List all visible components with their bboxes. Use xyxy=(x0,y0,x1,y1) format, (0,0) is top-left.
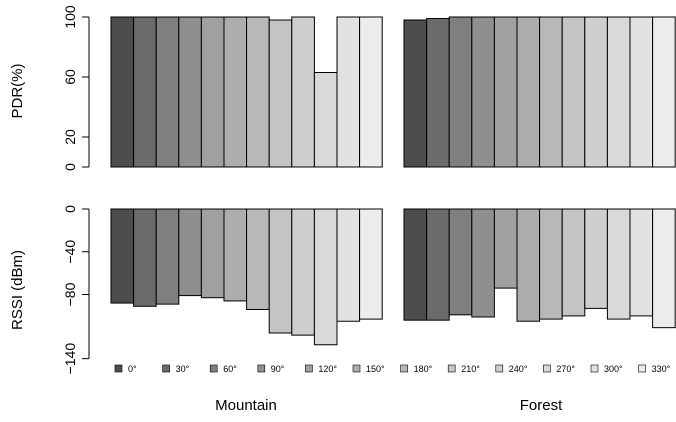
pdr-bar-mountain-10 xyxy=(336,16,361,168)
rssi-bar-forest-10 xyxy=(629,208,654,317)
legend-layer: 0° 30° 60° 90° 120° 150° 180° 210° 240° 270° 300° 3… xyxy=(114,364,671,374)
legend-label-8: 240° xyxy=(509,364,528,374)
rssi-bar-forest-9 xyxy=(606,208,631,320)
rssi-bar-mountain-7 xyxy=(268,208,293,334)
rssi-y-tick-label: −40 xyxy=(62,240,78,264)
pdr-bar-mountain-7 xyxy=(268,19,293,168)
legend-swatch-5 xyxy=(352,364,361,373)
pdr-bar-mountain-8 xyxy=(291,16,315,168)
legend-label-9: 270° xyxy=(556,364,575,374)
legend-swatch-7 xyxy=(447,364,456,373)
rssi-bar-forest-2 xyxy=(448,208,473,316)
pdr-bar-forest-11 xyxy=(652,16,676,168)
pdr-bar-mountain-11 xyxy=(359,16,383,168)
rssi-bar-mountain-2 xyxy=(155,208,180,305)
legend-swatch-8 xyxy=(495,364,504,373)
rssi-bar-mountain-9 xyxy=(313,208,338,346)
legend-label-5: 150° xyxy=(366,364,385,374)
rssi-bar-forest-1 xyxy=(426,208,450,321)
mountain-label: Mountain xyxy=(215,397,277,414)
legend-label-11: 330° xyxy=(652,364,671,374)
pdr-bar-forest-2 xyxy=(448,16,473,168)
rssi-bar-forest-4 xyxy=(493,208,518,289)
pdr-bar-forest-1 xyxy=(426,18,450,168)
rssi-y-tick-label: 0 xyxy=(62,205,78,213)
rssi-y-tick-label: −140 xyxy=(62,343,78,375)
pdr-bar-forest-8 xyxy=(584,16,608,168)
legend-label-3: 90° xyxy=(271,364,285,374)
rssi-bar-forest-5 xyxy=(516,208,541,322)
rssi-bar-forest-8 xyxy=(584,208,608,309)
legend-label-2: 60° xyxy=(223,364,237,374)
legend-swatch-10 xyxy=(590,364,599,373)
legend-swatch-3 xyxy=(257,364,266,373)
rssi-bar-mountain-8 xyxy=(291,208,315,336)
rssi-bar-forest-3 xyxy=(471,208,495,318)
rssi-bar-forest-7 xyxy=(561,208,586,317)
rssi-bar-mountain-10 xyxy=(336,208,361,322)
pdr-bar-forest-0 xyxy=(403,19,428,168)
pdr-bar-forest-5 xyxy=(516,16,541,168)
rssi-bar-forest-0 xyxy=(403,208,428,321)
pdr-bar-mountain-6 xyxy=(246,16,270,168)
rssi-bar-mountain-4 xyxy=(200,208,225,299)
legend-swatch-9 xyxy=(543,364,551,373)
pdr-bar-mountain-5 xyxy=(223,16,248,168)
legend-label-1: 30° xyxy=(176,364,190,374)
pdr-y-tick-label: 60 xyxy=(62,69,78,85)
legend-label-6: 180° xyxy=(414,364,433,374)
pdr-bar-forest-4 xyxy=(493,16,518,168)
legend-label-0: 0° xyxy=(128,364,137,374)
axes-layer: 0 20 60 100 0 −40 −80 −140 xyxy=(62,5,90,375)
rssi-bar-mountain-11 xyxy=(359,208,383,320)
forest-label: Forest xyxy=(520,397,563,414)
pdr-y-tick-label: 20 xyxy=(62,129,78,145)
pdr-bar-forest-10 xyxy=(629,16,654,168)
pdr-bar-forest-6 xyxy=(539,16,563,168)
legend-swatch-1 xyxy=(162,364,170,373)
pdr-bar-mountain-0 xyxy=(110,16,135,168)
pdr-axis-title: PDR(%) xyxy=(9,63,26,118)
rssi-bar-forest-11 xyxy=(652,208,676,329)
pdr-bar-mountain-2 xyxy=(155,16,180,168)
pdr-bar-mountain-3 xyxy=(178,16,202,168)
legend-swatch-6 xyxy=(400,364,408,373)
pdr-bar-forest-3 xyxy=(471,16,495,168)
pdr-bar-mountain-9 xyxy=(313,72,338,168)
pdr-bar-mountain-1 xyxy=(133,16,157,168)
rssi-bar-mountain-1 xyxy=(133,208,157,307)
legend-swatch-2 xyxy=(209,364,218,373)
bars-layer xyxy=(110,16,676,346)
pdr-y-tick-label: 0 xyxy=(62,163,78,171)
rssi-bar-forest-6 xyxy=(539,208,563,320)
legend-swatch-11 xyxy=(638,364,646,373)
rssi-bar-mountain-6 xyxy=(246,208,270,310)
rssi-axis-title: RSSI (dBm) xyxy=(9,250,26,330)
legend-label-7: 210° xyxy=(461,364,480,374)
legend-swatch-0 xyxy=(114,364,123,373)
pdr-bar-forest-9 xyxy=(606,16,631,168)
legend-label-10: 300° xyxy=(604,364,623,374)
legend-label-4: 120° xyxy=(318,364,337,374)
pdr-y-tick-label: 100 xyxy=(62,5,78,29)
rssi-y-tick-label: −80 xyxy=(62,282,78,306)
legend-swatch-4 xyxy=(305,364,313,373)
rssi-bar-mountain-5 xyxy=(223,208,248,302)
rssi-bar-mountain-3 xyxy=(178,208,202,297)
rssi-bar-mountain-0 xyxy=(110,208,135,304)
pdr-bar-mountain-4 xyxy=(200,16,225,168)
pdr-bar-forest-7 xyxy=(561,16,586,168)
